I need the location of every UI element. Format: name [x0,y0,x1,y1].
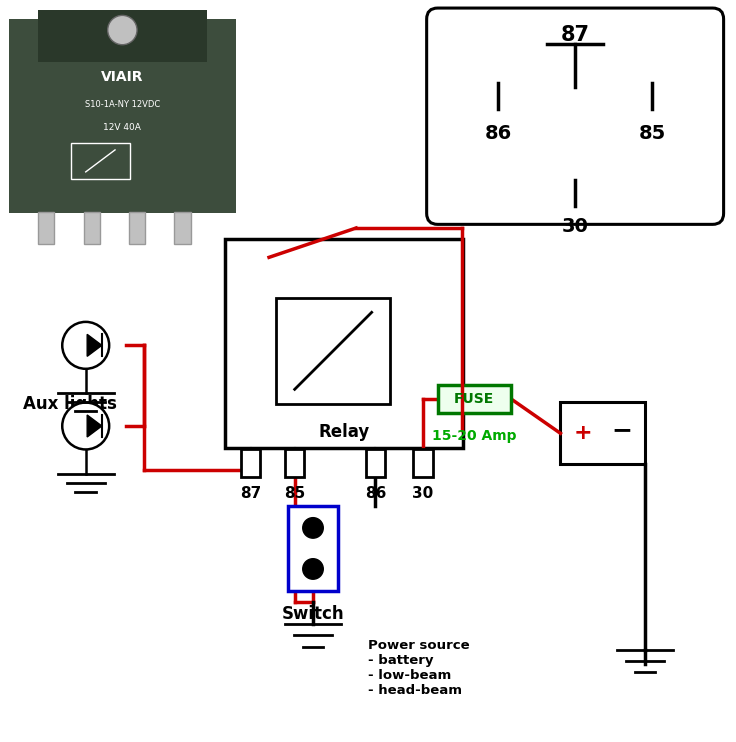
Bar [366,450,385,477]
Bar [241,450,261,477]
Bar [38,10,207,62]
Bar [276,298,390,404]
Polygon shape [87,415,102,437]
Circle shape [63,322,109,369]
Bar [174,212,191,244]
Text: +: + [574,424,592,443]
Bar [71,142,130,180]
Text: 85: 85 [284,486,305,501]
Text: Relay: Relay [319,423,369,441]
Text: 15-20 Amp: 15-20 Amp [432,429,517,443]
Bar [129,212,145,244]
Circle shape [63,402,109,450]
Text: 86: 86 [484,123,512,142]
Bar [288,506,338,591]
Text: VIAIR: VIAIR [101,70,144,85]
Text: Power source
- battery
- low-beam
- head-beam: Power source - battery - low-beam - head… [368,639,470,697]
Bar [225,239,464,448]
FancyBboxPatch shape [427,8,723,224]
Text: −: − [612,418,632,441]
Text: 30: 30 [412,486,434,501]
Text: S10-1A-NY 12VDC: S10-1A-NY 12VDC [85,100,160,109]
Bar [9,19,236,214]
Bar [438,385,511,413]
Circle shape [302,518,323,538]
Bar [83,212,99,244]
Text: 87: 87 [561,25,590,45]
Polygon shape [87,335,102,356]
Circle shape [302,559,323,580]
Text: 85: 85 [639,123,666,142]
Text: 30: 30 [562,217,589,236]
Text: Switch: Switch [282,605,344,623]
Bar [561,402,645,464]
Text: Aux lights: Aux lights [24,395,117,413]
Bar [414,450,433,477]
Text: 86: 86 [364,486,386,501]
Text: 87: 87 [240,486,261,501]
Text: 12V 40A: 12V 40A [104,123,141,132]
Bar [285,450,304,477]
Circle shape [107,16,137,45]
Bar [38,212,54,244]
Text: FUSE: FUSE [454,392,495,406]
